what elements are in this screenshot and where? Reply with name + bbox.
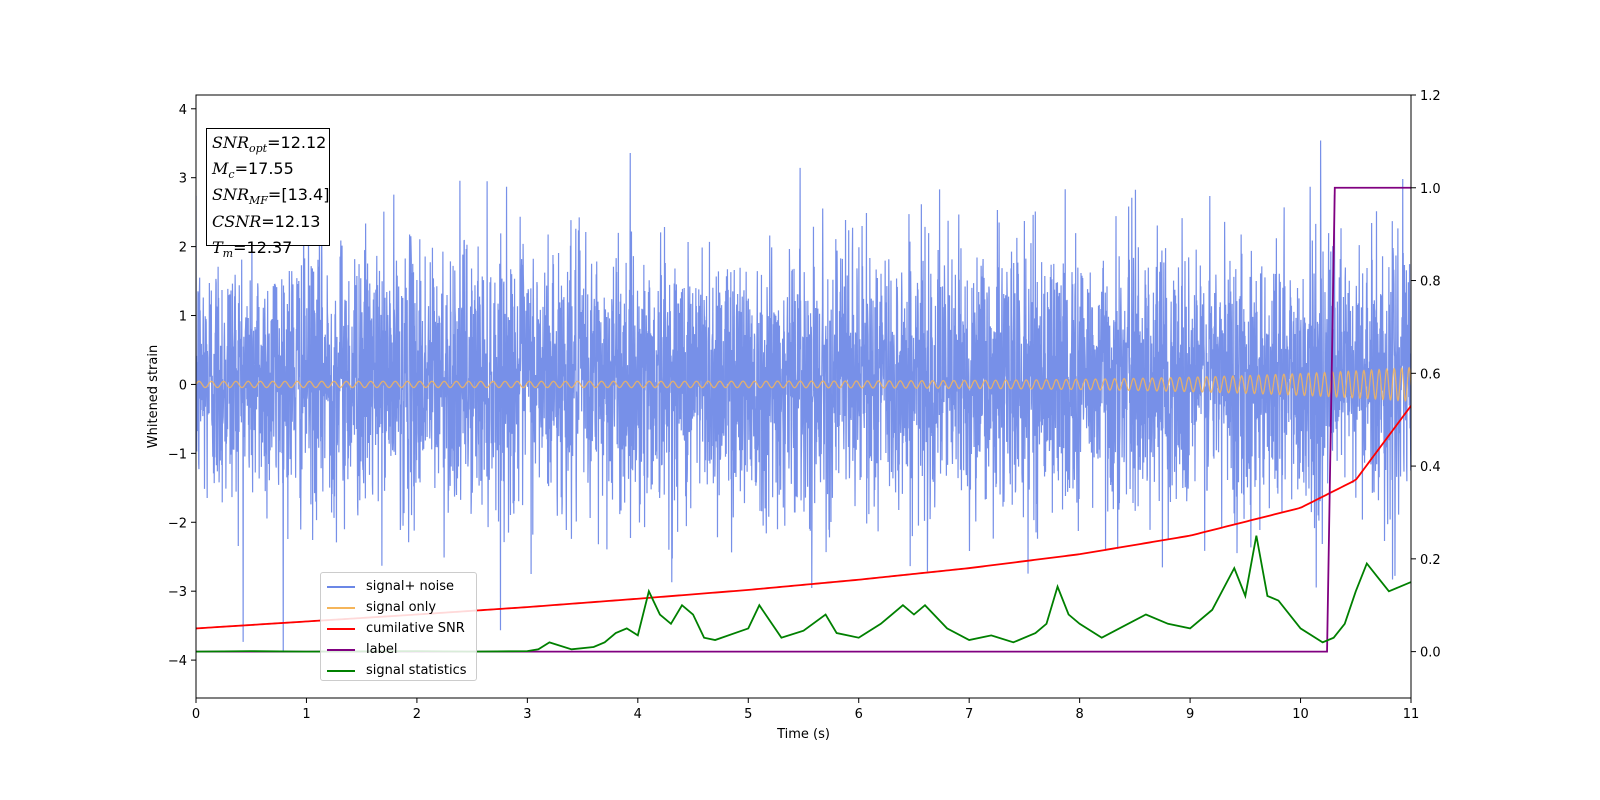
x-tick-label: 4 (634, 707, 642, 722)
legend-item-label: label (327, 639, 476, 660)
legend-item-cumulative-snr: cumilative SNR (327, 618, 476, 639)
y-tick-label: 1 (179, 310, 187, 325)
legend-swatch-signal-only (327, 606, 355, 609)
y2-tick-label: 1.0 (1420, 182, 1441, 197)
series-signal-only-line (196, 366, 1411, 402)
y2-tick-label: 0.2 (1420, 553, 1441, 568)
y-tick-label: −1 (168, 447, 187, 462)
y2-tick-label: 1.2 (1420, 89, 1441, 104)
legend-swatch-label (327, 648, 355, 651)
annotation-csnr: CSNR=12.13 (212, 211, 321, 231)
y2-tick-label: 0.6 (1420, 367, 1441, 382)
x-tick-label: 1 (302, 707, 310, 722)
chart-legend: signal+ noise signal only cumilative SNR… (320, 572, 477, 681)
x-tick-label: 2 (413, 707, 421, 722)
series-signal-noise-line (196, 140, 1411, 653)
legend-label-signal-statistics: signal statistics (366, 663, 467, 678)
y-tick-label: −3 (168, 585, 187, 600)
y-tick-label: 2 (179, 241, 187, 256)
legend-label-signal-only: signal only (366, 600, 437, 615)
y-tick-label: 3 (179, 172, 187, 187)
x-tick-label: 8 (1075, 707, 1083, 722)
x-tick-label: 0 (192, 707, 200, 722)
annotation-snr-opt: SNRopt=12.12 (212, 133, 327, 156)
y-tick-label: −2 (168, 516, 187, 531)
x-axis-label: Time (s) (776, 727, 830, 742)
x-tick-label: 10 (1292, 707, 1309, 722)
y2-tick-label: 0.0 (1420, 646, 1441, 661)
legend-item-signal-only: signal only (327, 597, 476, 618)
y-axis-label: Whitened strain (146, 345, 161, 448)
y-tick-label: 4 (179, 103, 187, 118)
x-tick-label: 7 (965, 707, 973, 722)
annotation-tm: Tm=12.37 (212, 237, 293, 260)
legend-item-signal-noise: signal+ noise (327, 576, 476, 597)
y2-tick-label: 0.4 (1420, 460, 1441, 475)
x-tick-label: 5 (744, 707, 752, 722)
annotation-snr-mf: SNRMF=[13.4] (212, 185, 330, 208)
y2-tick-label: 0.8 (1420, 275, 1441, 290)
plot-frame (195, 94, 1412, 699)
x-tick-label: 3 (523, 707, 531, 722)
stats-annotation-box: SNRopt=12.12 Mc=17.55 SNRMF=[13.4] CSNR=… (206, 128, 330, 260)
series-label-line (196, 186, 1411, 653)
annotation-chirp-mass: Mc=17.55 (212, 159, 294, 182)
y-tick-label: 0 (179, 378, 187, 393)
legend-swatch-signal-noise (327, 585, 355, 588)
series-signal-statistics-line (196, 535, 1411, 653)
legend-label-cumulative-snr: cumilative SNR (366, 621, 465, 636)
x-tick-label: 11 (1403, 707, 1420, 722)
x-tick-label: 9 (1186, 707, 1194, 722)
legend-swatch-cumulative-snr (327, 627, 355, 630)
legend-label-signal-noise: signal+ noise (366, 579, 455, 594)
legend-item-signal-statistics: signal statistics (327, 660, 476, 681)
y-tick-label: −4 (168, 654, 187, 669)
legend-swatch-signal-statistics (327, 669, 355, 672)
x-tick-label: 6 (855, 707, 863, 722)
legend-label-label: label (366, 642, 398, 657)
